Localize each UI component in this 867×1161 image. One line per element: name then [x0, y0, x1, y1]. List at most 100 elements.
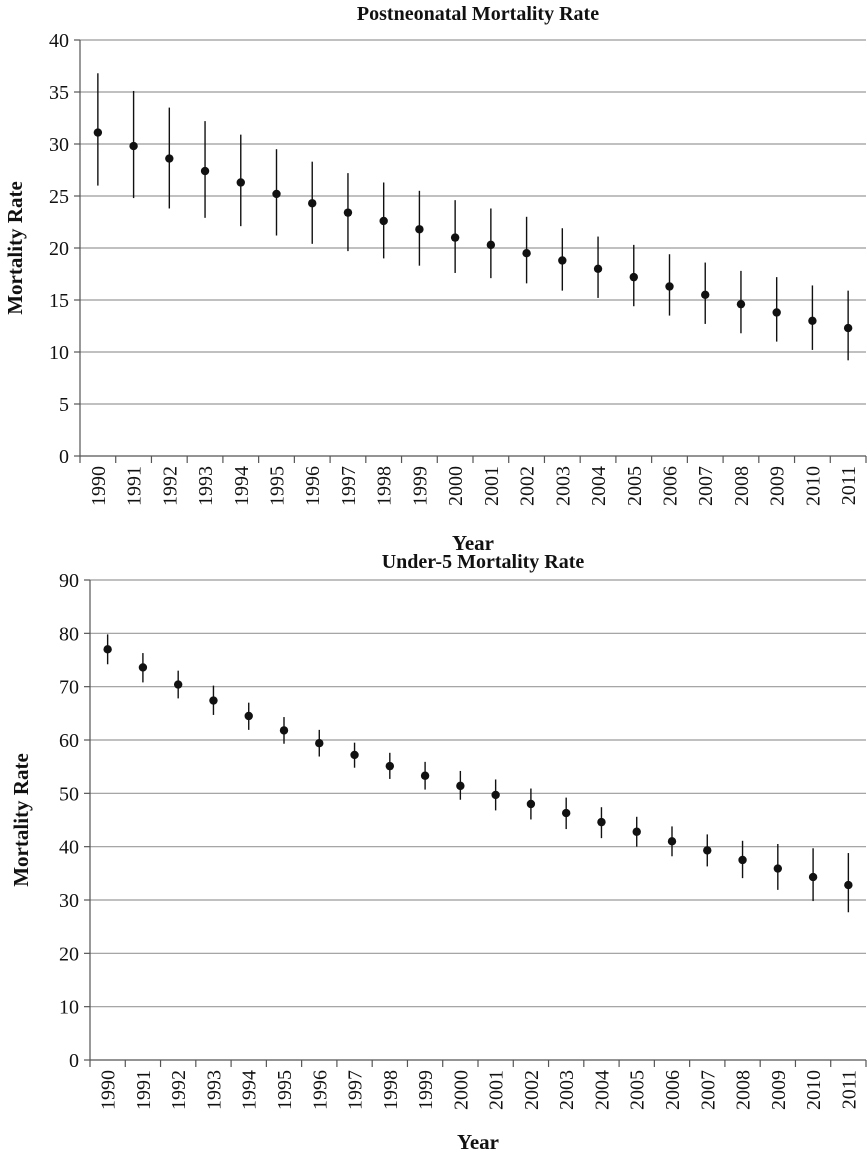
- x-tick-label-1997: 1997: [338, 466, 360, 506]
- x-tick-label-2008: 2008: [731, 466, 753, 506]
- data-point-1994: [236, 178, 245, 187]
- x-tick-label-2008: 2008: [733, 1070, 755, 1110]
- y-tick-label-8: 40: [49, 30, 69, 52]
- data-point-2010: [808, 316, 817, 325]
- x-tick-label-2007: 2007: [695, 466, 717, 506]
- x-tick-label-2010: 2010: [802, 466, 824, 506]
- y-tick-label-1: 10: [59, 997, 79, 1019]
- data-point-1996: [308, 199, 317, 208]
- x-tick-label-1992: 1992: [168, 1070, 190, 1110]
- data-point-2009: [772, 308, 781, 317]
- data-point-2004: [593, 264, 603, 273]
- x-tick-label-1995: 1995: [267, 466, 289, 506]
- data-point-1992: [173, 680, 183, 689]
- y-tick-label-2: 20: [59, 943, 79, 965]
- data-point-2004: [597, 817, 606, 827]
- y-tick-label-6: 30: [49, 134, 69, 156]
- y-tick-label-6: 60: [59, 730, 79, 752]
- data-point-2002: [522, 249, 531, 258]
- x-tick-label-2003: 2003: [552, 466, 574, 506]
- data-point-2001: [486, 240, 496, 250]
- data-point-2007: [701, 290, 710, 299]
- x-tick-label-2010: 2010: [803, 1070, 825, 1110]
- data-point-2005: [629, 272, 638, 282]
- x-tick-label-2006: 2006: [660, 466, 682, 506]
- data-point-1994: [244, 711, 253, 721]
- x-tick-label-2003: 2003: [556, 1070, 578, 1110]
- x-tick-label-1996: 1996: [309, 1070, 331, 1110]
- y-tick-label-3: 15: [49, 290, 69, 312]
- data-point-2006: [667, 837, 677, 846]
- data-point-2011: [843, 323, 853, 333]
- x-tick-label-2011: 2011: [838, 1070, 860, 1109]
- x-tick-label-1994: 1994: [231, 466, 253, 506]
- y-tick-label-0: 0: [59, 446, 69, 468]
- x-tick-label-1993: 1993: [195, 466, 217, 506]
- data-point-1993: [209, 696, 218, 705]
- x-tick-label-1998: 1998: [374, 466, 396, 506]
- data-point-1996: [315, 739, 324, 748]
- x-tick-label-1996: 1996: [302, 466, 324, 506]
- y-tick-label-0: 0: [69, 1050, 79, 1072]
- data-point-2011: [844, 880, 853, 890]
- data-point-1991: [129, 141, 138, 151]
- y-tick-label-2: 10: [49, 342, 69, 364]
- x-tick-label-1992: 1992: [159, 466, 181, 506]
- x-tick-label-1999: 1999: [409, 466, 431, 506]
- x-tick-label-2004: 2004: [588, 466, 610, 506]
- x-tick-label-1995: 1995: [274, 1070, 296, 1110]
- x-tick-label-2009: 2009: [767, 466, 789, 506]
- x-tick-label-1990: 1990: [98, 1070, 120, 1110]
- data-point-2008: [738, 855, 747, 865]
- data-point-1998: [379, 216, 388, 226]
- data-point-2005: [632, 827, 641, 836]
- data-point-1991: [138, 663, 148, 672]
- data-point-2003: [558, 256, 567, 265]
- data-point-1999: [415, 225, 424, 234]
- x-tick-label-2000: 2000: [445, 466, 467, 506]
- x-tick-label-2005: 2005: [624, 466, 646, 506]
- y-tick-label-7: 70: [59, 677, 79, 699]
- chart-2: 0 10 20 30 40 50 60 70 80 90 1990 1991 1992 1993 1994 1…: [9, 551, 867, 1154]
- x-tick-label-2004: 2004: [591, 1070, 613, 1110]
- data-point-1995: [279, 726, 289, 735]
- data-point-2008: [736, 299, 746, 309]
- x-tick-label-2001: 2001: [481, 466, 503, 506]
- data-point-1999: [420, 771, 430, 780]
- chart-title: Under-5 Mortality Rate: [382, 551, 585, 573]
- x-tick-label-1999: 1999: [415, 1070, 437, 1110]
- data-point-1997: [343, 208, 353, 217]
- data-point-1998: [385, 761, 395, 771]
- y-tick-label-9: 90: [59, 570, 79, 592]
- data-point-2002: [526, 799, 536, 809]
- y-tick-label-7: 35: [49, 82, 69, 104]
- y-tick-label-3: 30: [59, 890, 79, 912]
- data-point-2006: [665, 282, 674, 291]
- data-point-2000: [456, 781, 465, 791]
- x-tick-label-2002: 2002: [521, 1070, 543, 1110]
- y-axis-label: Mortality Rate: [3, 181, 27, 315]
- y-axis-label: Mortality Rate: [9, 753, 33, 887]
- data-point-2003: [561, 808, 571, 818]
- x-tick-label-1997: 1997: [345, 1070, 367, 1110]
- x-tick-label-2005: 2005: [627, 1070, 649, 1110]
- y-tick-label-1: 5: [59, 394, 69, 416]
- x-tick-label-2000: 2000: [450, 1070, 472, 1110]
- x-tick-label-1990: 1990: [88, 466, 110, 506]
- x-tick-label-1993: 1993: [203, 1070, 225, 1110]
- x-tick-label-1994: 1994: [239, 1070, 261, 1110]
- data-point-1990: [103, 645, 112, 654]
- x-tick-label-1991: 1991: [124, 466, 146, 506]
- chart-1: 0 5 10 15 20 25 30 35 40 1990 1991 1992 1993 1994 1995…: [3, 3, 867, 555]
- x-tick-label-1998: 1998: [380, 1070, 402, 1110]
- x-tick-label-2009: 2009: [768, 1070, 790, 1110]
- x-tick-label-2001: 2001: [486, 1070, 508, 1110]
- data-point-1990: [93, 128, 103, 137]
- data-point-1992: [165, 154, 174, 163]
- data-point-2001: [491, 790, 500, 800]
- y-tick-label-8: 80: [59, 623, 79, 645]
- x-tick-label-2002: 2002: [517, 466, 539, 506]
- data-point-2000: [450, 233, 460, 242]
